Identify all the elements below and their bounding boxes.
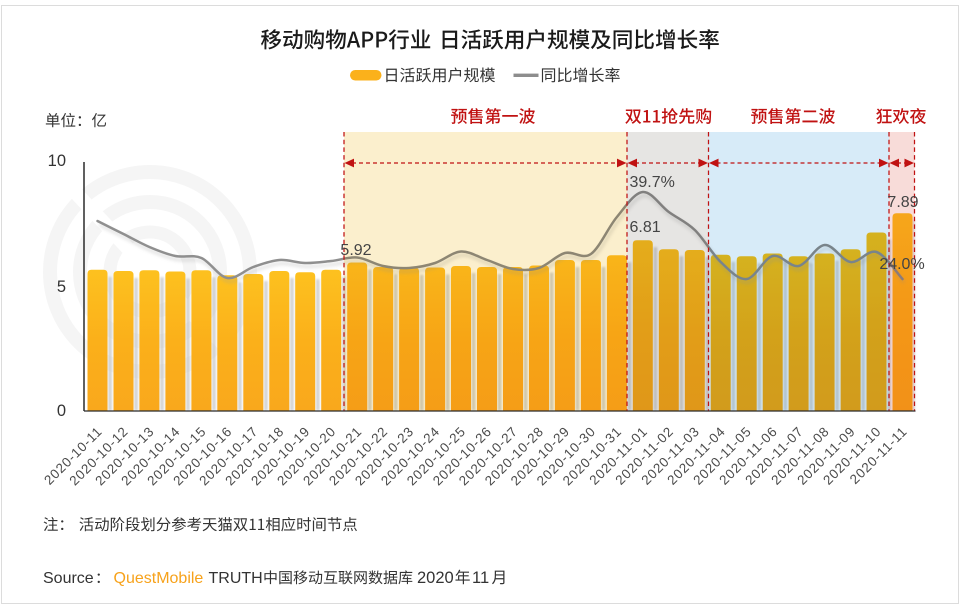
svg-text:6.81: 6.81	[630, 219, 661, 236]
svg-text:2020: 2020	[417, 569, 454, 587]
svg-text:39.7%: 39.7%	[630, 174, 675, 191]
svg-text:Source: Source	[43, 570, 97, 587]
svg-text:5: 5	[57, 278, 66, 296]
svg-text:0: 0	[57, 402, 66, 420]
svg-text:7.89: 7.89	[887, 194, 918, 211]
svg-text:TRUTH: TRUTH	[209, 570, 263, 587]
svg-text:24.0%: 24.0%	[879, 256, 924, 273]
svg-text:10: 10	[48, 152, 66, 170]
svg-text:QuestMobile: QuestMobile	[114, 570, 204, 587]
svg-text:11: 11	[472, 569, 489, 587]
svg-text:5.92: 5.92	[340, 242, 371, 259]
